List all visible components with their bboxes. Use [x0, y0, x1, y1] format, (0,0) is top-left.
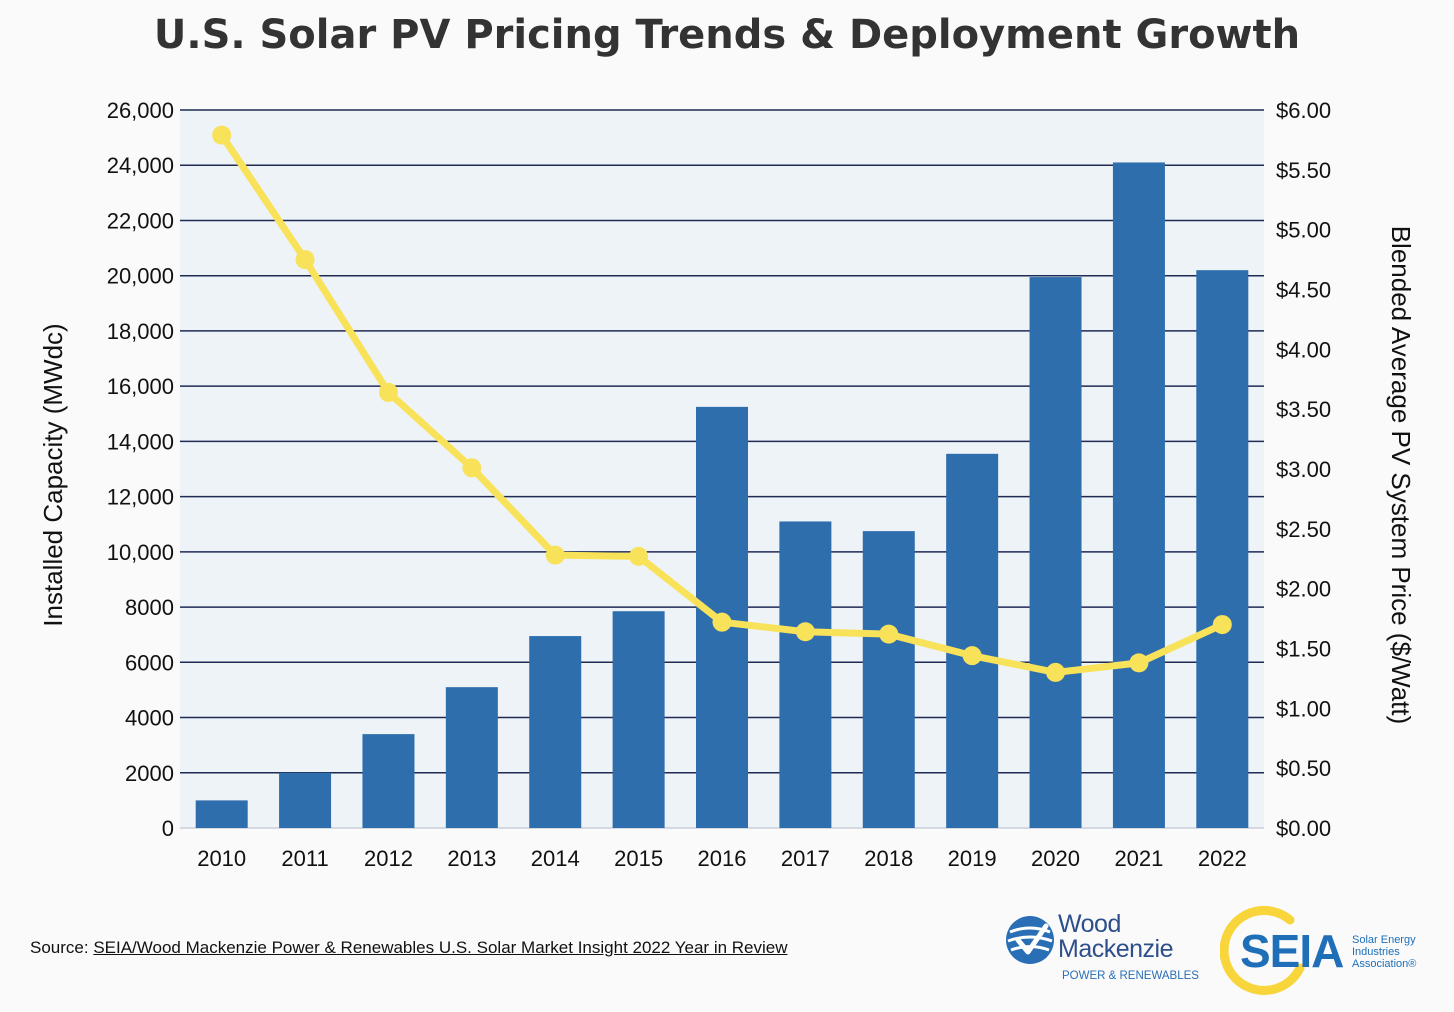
x-tick-label: 2011 [281, 846, 328, 871]
price-point [1129, 653, 1149, 673]
y-tick-label-left: 24,000 [107, 153, 174, 178]
price-point [879, 624, 899, 644]
plot-area: 0 2000 4000 6000 8000 10,000 12,000 14,000 16,00… [38, 98, 1416, 871]
bar [1112, 162, 1165, 828]
x-tick-label: 2013 [447, 846, 496, 871]
x-tick-label: 2014 [531, 846, 580, 871]
seia-logo: SEIA Solar Energy Industries Association… [1220, 906, 1440, 996]
bar [862, 531, 915, 828]
x-tick-label: 2020 [1031, 846, 1080, 871]
price-point [712, 612, 732, 632]
price-point [629, 546, 649, 566]
y-tick-label-left: 2000 [125, 761, 174, 786]
bar [946, 453, 999, 828]
wood-mackenzie-line1: Wood [1058, 910, 1121, 938]
y-tick-label-left: 8000 [125, 595, 174, 620]
bar [612, 611, 665, 828]
x-tick-label: 2021 [1114, 846, 1163, 871]
price-point [378, 382, 398, 402]
bar [362, 734, 415, 828]
y-tick-label-left: 26,000 [107, 98, 174, 123]
seia-subtitle: Solar Energy Industries Association® [1352, 934, 1417, 970]
y-tick-label-right: $5.00 [1276, 218, 1331, 243]
source-link[interactable]: SEIA/Wood Mackenzie Power & Renewables U… [93, 938, 788, 957]
x-tick-label: 2016 [698, 846, 747, 871]
bar [529, 636, 582, 828]
wood-mackenzie-logo: Wood Mackenzie POWER & RENEWABLES [1004, 912, 1200, 992]
y-tick-label-right: $1.00 [1276, 696, 1331, 721]
y-tick-label-left: 14,000 [107, 429, 174, 454]
y-tick-label-right: $0.50 [1276, 756, 1331, 781]
y-axis-title-right: Blended Average PV System Price ($/Watt) [1386, 226, 1416, 725]
x-tick-label: 2022 [1198, 846, 1247, 871]
price-point [795, 622, 815, 642]
chart-title: U.S. Solar PV Pricing Trends & Deploymen… [153, 12, 1301, 58]
bar [1029, 277, 1082, 828]
y-tick-label-left: 6000 [125, 650, 174, 675]
bar [1196, 270, 1249, 829]
y-tick-label-left: 16,000 [107, 374, 174, 399]
seia-wordmark: SEIA [1240, 925, 1344, 977]
source-prefix: Source: [30, 938, 94, 957]
price-point [1046, 662, 1066, 682]
source-note: Source: SEIA/Wood Mackenzie Power & Rene… [30, 938, 788, 958]
price-point [1212, 615, 1232, 635]
y-tick-label-left: 20,000 [107, 264, 174, 289]
bar [195, 800, 248, 828]
y-tick-label-left: 18,000 [107, 319, 174, 344]
x-tick-label: 2015 [614, 846, 663, 871]
price-point [462, 458, 482, 478]
y-tick-label-right: $4.00 [1276, 337, 1331, 362]
y-tick-label-right: $3.00 [1276, 457, 1331, 482]
y-tick-label-left: 12,000 [107, 485, 174, 510]
y-tick-label-right: $5.50 [1276, 158, 1331, 183]
wood-mackenzie-globe-icon [1006, 916, 1054, 964]
x-tick-label: 2010 [197, 846, 246, 871]
y-tick-label-right: $2.00 [1276, 577, 1331, 602]
x-tick-label: 2018 [864, 846, 913, 871]
price-point [212, 125, 232, 145]
y-axis-title-left: Installed Capacity (MWdc) [38, 323, 68, 626]
seia-sun-ring-icon [1220, 906, 1305, 995]
x-tick-label: 2012 [364, 846, 413, 871]
price-point [545, 545, 565, 565]
y-tick-label-left: 4000 [125, 706, 174, 731]
bar [779, 521, 832, 828]
wood-mackenzie-name: Wood Mackenzie [1058, 910, 1174, 963]
y-tick-label-right: $4.50 [1276, 278, 1331, 303]
bar [445, 687, 498, 828]
y-tick-label-left: 0 [162, 816, 174, 841]
price-point [962, 646, 982, 666]
bar [279, 772, 332, 828]
y-tick-label-left: 10,000 [107, 540, 174, 565]
x-tick-label: 2019 [948, 846, 997, 871]
y-tick-label-right: $0.00 [1276, 816, 1331, 841]
wood-mackenzie-line2: Mackenzie [1058, 935, 1174, 963]
y-tick-label-right: $2.50 [1276, 517, 1331, 542]
price-point [295, 250, 315, 270]
x-tick-label: 2017 [781, 846, 830, 871]
wood-mackenzie-subtitle: POWER & RENEWABLES [1062, 970, 1199, 982]
y-tick-label-left: 22,000 [107, 208, 174, 233]
y-tick-label-right: $1.50 [1276, 637, 1331, 662]
y-tick-label-right: $6.00 [1276, 98, 1331, 123]
y-tick-label-right: $3.50 [1276, 397, 1331, 422]
